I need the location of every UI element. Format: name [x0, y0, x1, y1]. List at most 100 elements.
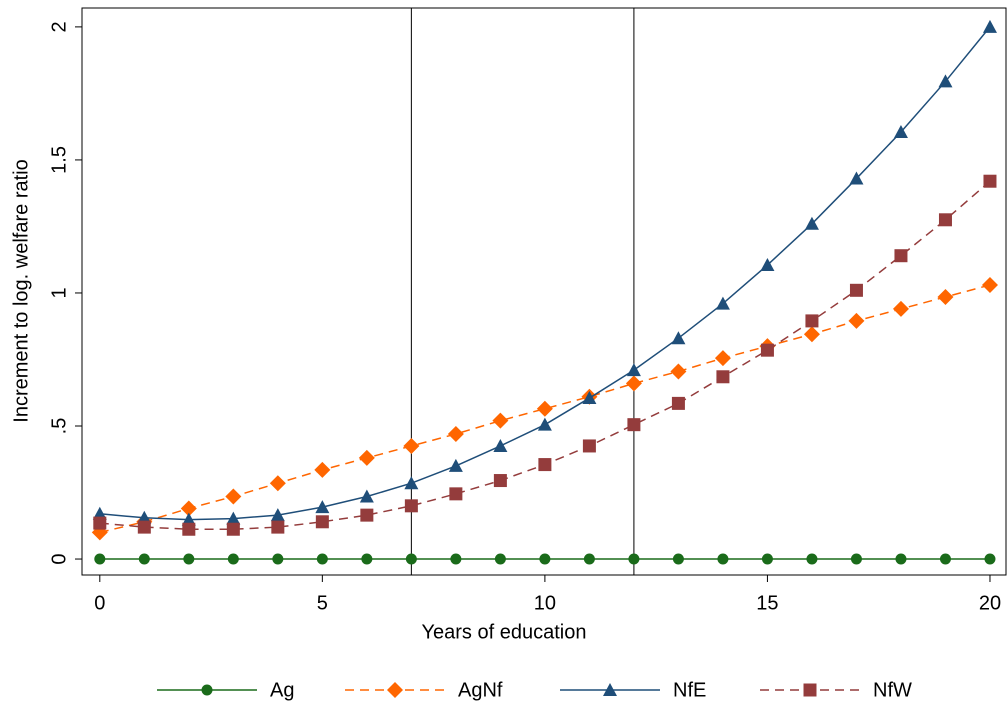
marker [271, 520, 285, 534]
marker [803, 326, 820, 343]
marker [626, 363, 641, 377]
marker [805, 314, 819, 328]
marker [538, 458, 552, 472]
series-line [99, 26, 991, 521]
y-tick-label: .5 [48, 418, 70, 435]
x-tick-label: 5 [317, 592, 328, 614]
x-tick-label: 15 [756, 592, 778, 614]
marker [671, 396, 685, 410]
marker [627, 418, 641, 432]
marker [182, 522, 196, 536]
marker [269, 475, 286, 492]
marker [582, 439, 596, 453]
marker [672, 553, 684, 565]
x-tick-label: 0 [94, 592, 105, 614]
marker [848, 312, 865, 329]
marker [895, 553, 907, 565]
marker [94, 553, 106, 565]
marker [494, 553, 506, 565]
marker [137, 520, 151, 534]
marker [849, 283, 863, 297]
y-tick-label: 2 [48, 21, 70, 32]
marker [315, 500, 330, 514]
marker [537, 417, 552, 431]
marker [893, 124, 908, 138]
marker [272, 553, 284, 565]
marker [138, 553, 150, 565]
marker [981, 276, 998, 293]
marker [226, 522, 240, 536]
y-tick-label: 1.5 [48, 146, 70, 174]
marker [226, 511, 241, 525]
marker [937, 288, 954, 305]
x-axis-title: Years of education [422, 621, 587, 643]
marker [404, 499, 418, 513]
marker [448, 458, 463, 472]
marker [582, 391, 597, 405]
marker [983, 174, 997, 188]
marker [227, 553, 239, 565]
x-tick-label: 20 [979, 592, 1001, 614]
marker [539, 553, 551, 565]
series-line [99, 284, 991, 534]
marker [761, 553, 773, 565]
marker [717, 553, 729, 565]
marker [849, 171, 864, 185]
legend-marker [201, 684, 213, 696]
marker [361, 553, 373, 565]
legend-marker [387, 682, 403, 698]
marker [628, 553, 640, 565]
marker [850, 553, 862, 565]
series-line [99, 180, 991, 530]
marker [536, 400, 553, 417]
marker [493, 474, 507, 488]
marker [670, 363, 687, 380]
marker [716, 370, 730, 384]
marker [804, 216, 819, 230]
legend-marker [603, 683, 617, 696]
legend-marker [803, 683, 817, 697]
marker [939, 553, 951, 565]
marker [92, 506, 107, 520]
marker [93, 516, 107, 530]
marker [493, 438, 508, 452]
marker [984, 553, 996, 565]
marker [492, 412, 509, 429]
y-tick-label: 0 [48, 553, 70, 564]
marker [760, 258, 775, 272]
marker [403, 437, 420, 454]
marker [225, 488, 242, 505]
marker [315, 515, 329, 529]
marker [314, 461, 331, 478]
marker [714, 350, 731, 367]
marker [137, 510, 152, 524]
marker [450, 553, 462, 565]
marker [270, 508, 285, 522]
x-tick-label: 10 [534, 592, 556, 614]
legend-label: AgNf [458, 679, 503, 701]
marker [183, 553, 195, 565]
marker [404, 476, 419, 490]
marker [625, 375, 642, 392]
marker [316, 553, 328, 565]
marker [892, 300, 909, 317]
legend-label: Ag [270, 679, 294, 701]
legend-label: NfW [873, 679, 912, 701]
marker [760, 343, 774, 357]
marker [938, 213, 952, 227]
legend-label: NfE [673, 679, 706, 701]
marker [894, 249, 908, 263]
plot-frame [81, 7, 1007, 576]
marker [358, 449, 375, 466]
marker [360, 508, 374, 522]
marker [806, 553, 818, 565]
y-tick-label: 1 [48, 287, 70, 298]
marker [449, 487, 463, 501]
marker [938, 74, 953, 88]
marker [447, 425, 464, 442]
marker [583, 553, 595, 565]
marker [982, 19, 997, 33]
marker [359, 489, 374, 503]
marker [181, 512, 196, 526]
